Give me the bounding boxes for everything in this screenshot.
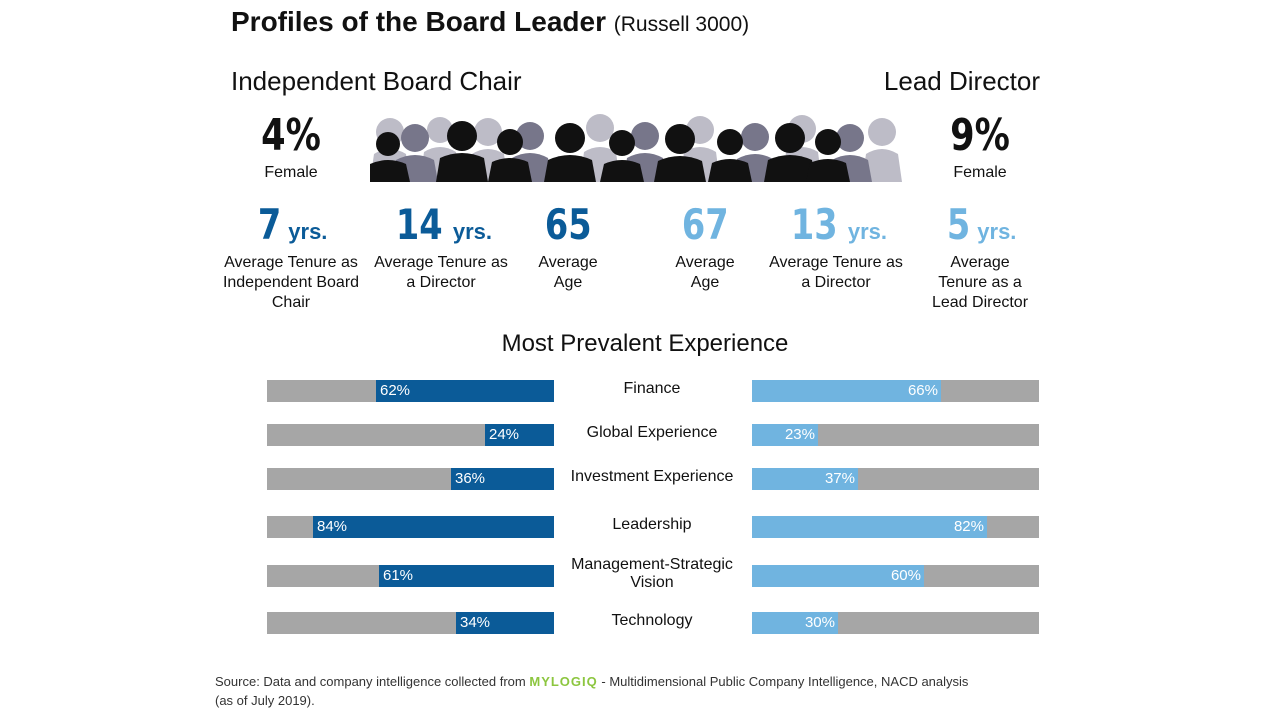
footer-text-b: - Multidimensional Public Company Intell… — [601, 674, 969, 689]
ld-heading: Lead Director — [883, 66, 1040, 96]
ld-bar: 82% — [752, 516, 987, 538]
stat-number: 13 — [790, 200, 838, 249]
ld-bar: 60% — [752, 565, 924, 587]
ic-female-pct: 4% — [261, 110, 321, 161]
ic-bar: 24% — [485, 424, 554, 446]
ic-bar: 62% — [376, 380, 554, 402]
footer-text-a: Source: Data and company intelligence co… — [215, 674, 526, 689]
stat-caption: Average Age — [538, 254, 598, 291]
ld-female-label: Female — [953, 164, 1007, 181]
mylogiq-logo: MYLOGIQ — [529, 674, 598, 689]
title-text: Profiles of the Board Leader — [231, 6, 606, 37]
stat-caption: Average Tenure as a Lead Director — [931, 254, 1029, 311]
ic-bar: 61% — [379, 565, 554, 587]
ic-bar: 34% — [456, 612, 554, 634]
ld-bar: 66% — [752, 380, 941, 402]
ld-bar: 30% — [752, 612, 838, 634]
ld-stat-tenure-lead: 5 yrs. Average Tenure as a Lead Director — [910, 200, 1050, 313]
stat-unit: yrs. — [847, 219, 888, 244]
ld-stat-tenure-director: 13 yrs. Average Tenure as a Director — [766, 200, 906, 293]
stat-caption: Average Tenure as Independent Board Chai… — [222, 254, 360, 311]
stat-unit: yrs. — [288, 219, 328, 244]
ic-bar: 36% — [451, 468, 554, 490]
footer-text-line2: (as of July 2019). — [215, 693, 315, 708]
ld-bar: 23% — [752, 424, 818, 446]
ld-stat-age: 67 Average Age — [635, 200, 775, 293]
stat-number: 65 — [544, 200, 592, 249]
stat-caption: Average Tenure as a Director — [374, 254, 508, 291]
stat-number: 5 — [946, 200, 970, 249]
category-label: Management-Strategic Vision — [571, 556, 733, 591]
stat-number: 67 — [681, 200, 729, 249]
ic-bar: 84% — [313, 516, 554, 538]
stat-caption: Average Tenure as a Director — [769, 254, 903, 291]
stat-unit: yrs. — [977, 219, 1017, 244]
stat-caption: Average Age — [675, 254, 735, 291]
category-label: Finance — [623, 380, 681, 397]
subtitle-text: (Russell 3000) — [613, 13, 750, 36]
ld-bar: 37% — [752, 468, 858, 490]
source-footer: Source: Data and company intelligence co… — [215, 672, 968, 710]
category-label: Investment Experience — [570, 468, 734, 485]
ld-female-pct: 9% — [950, 110, 1010, 161]
stat-number: 7 — [257, 200, 281, 249]
category-label: Leadership — [612, 516, 692, 533]
ic-stat-tenure-chair: 7 yrs. Average Tenure as Independent Boa… — [221, 200, 361, 313]
category-label: Global Experience — [586, 424, 718, 441]
ld-bar-track — [752, 424, 1039, 446]
stat-number: 14 — [395, 200, 443, 249]
ic-stat-tenure-director: 14 yrs. Average Tenure as a Director — [371, 200, 511, 293]
stat-unit: yrs. — [452, 219, 493, 244]
experience-title: Most Prevalent Experience — [501, 330, 789, 357]
board-silhouettes-illustration — [370, 112, 902, 182]
category-label: Technology — [611, 612, 693, 629]
ic-female-label: Female — [264, 164, 318, 181]
chart-title: Profiles of the Board Leader (Russell 30… — [231, 6, 749, 38]
ic-heading: Independent Board Chair — [231, 66, 522, 96]
ic-bar-track — [267, 424, 554, 446]
ic-stat-age: 65 Average Age — [498, 200, 638, 293]
